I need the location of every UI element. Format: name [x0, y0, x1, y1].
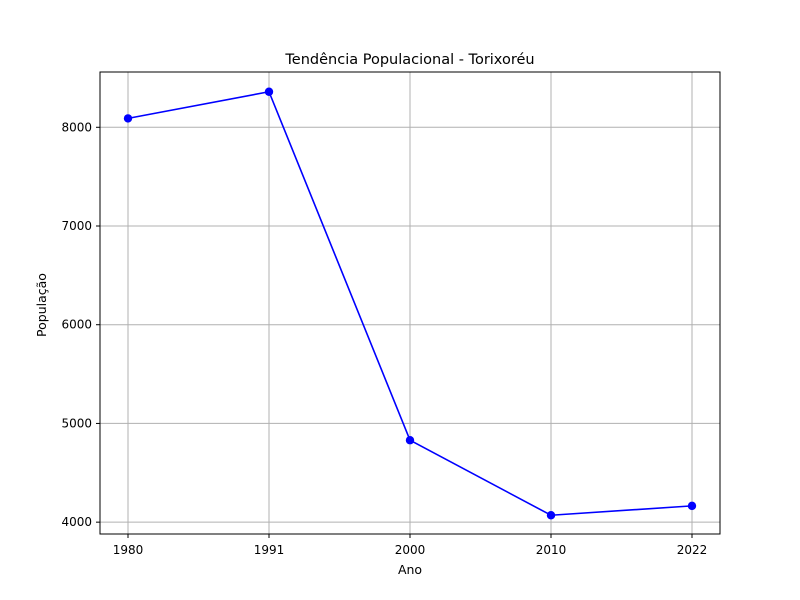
- x-tick-label: 2022: [677, 543, 708, 557]
- x-tick-label: 1991: [254, 543, 285, 557]
- data-point-marker: [687, 501, 697, 511]
- series-layer: [123, 87, 697, 520]
- data-point-marker: [405, 436, 415, 445]
- data-point-marker: [123, 114, 133, 123]
- y-axis-label: População: [34, 273, 49, 337]
- y-tick-labels: 4000 5000 6000 7000 8000: [61, 120, 92, 529]
- x-tick-label: 2000: [395, 543, 426, 557]
- y-tick-label: 4000: [61, 515, 92, 529]
- x-tick-labels: 1980 1991 2000 2010 2022: [113, 543, 708, 557]
- x-tick-label: 2010: [536, 543, 567, 557]
- grid-lines: [100, 72, 720, 534]
- data-point-marker: [546, 511, 556, 520]
- data-point-marker: [264, 87, 274, 96]
- x-tick-label: 1980: [113, 543, 144, 557]
- y-tick-label: 5000: [61, 416, 92, 430]
- y-tick-label: 6000: [61, 318, 92, 332]
- x-axis-label: Ano: [398, 562, 422, 577]
- axis-ticks: [96, 126, 693, 538]
- chart-title: Tendência Populacional - Torixoréu: [284, 52, 534, 68]
- y-tick-label: 7000: [61, 219, 92, 233]
- plot-frame: [99, 71, 721, 535]
- y-tick-label: 8000: [61, 120, 92, 134]
